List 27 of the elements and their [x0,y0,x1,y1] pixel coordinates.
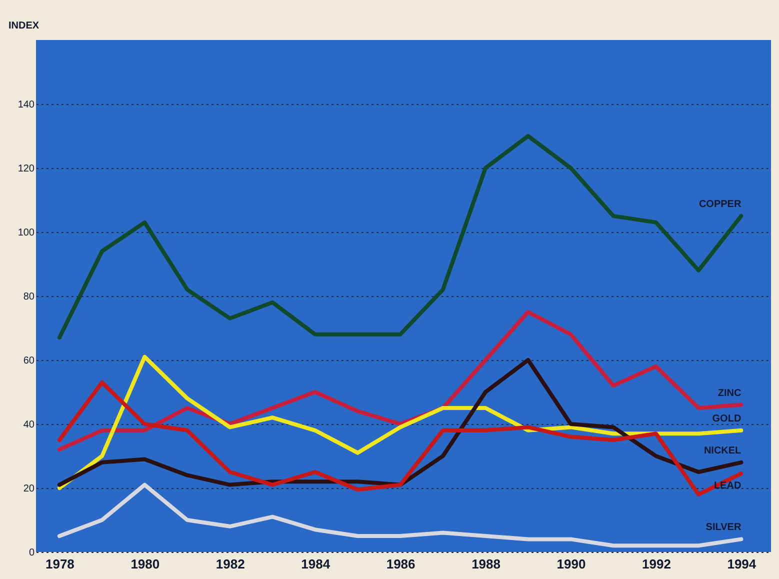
line-series [57,482,744,548]
series-label: GOLD [712,413,742,424]
y-tick-label: 60 [23,356,35,366]
series-label: NICKEL [704,445,742,456]
series-label: COPPER [698,199,742,210]
x-tick-label: 1994 [727,556,757,572]
x-tick-label: 1982 [216,556,245,572]
y-tick-label: 20 [23,484,35,494]
y-tick-label: 0 [28,548,35,558]
x-tick-label: 1984 [301,556,331,572]
line-series [57,134,744,340]
x-tick-label: 1978 [45,556,74,572]
series-label: SILVER [706,522,742,534]
y-tick-label: 140 [18,100,35,110]
x-tick-label: 1986 [386,556,416,572]
y-tick-label: 100 [18,228,35,238]
y-tick-label: 80 [23,292,35,302]
y-tick-label: 40 [23,420,35,430]
x-tick-label: 1988 [472,556,500,572]
series-label: ZINC [718,388,742,399]
line-series [57,310,744,452]
x-tick-label: 1980 [130,556,160,572]
x-tick-label: 1992 [642,556,671,572]
x-tick-label: 1990 [556,556,586,572]
y-tick-label: 120 [18,164,35,174]
y-axis-title: INDEX [8,20,40,32]
line-series [57,380,744,496]
